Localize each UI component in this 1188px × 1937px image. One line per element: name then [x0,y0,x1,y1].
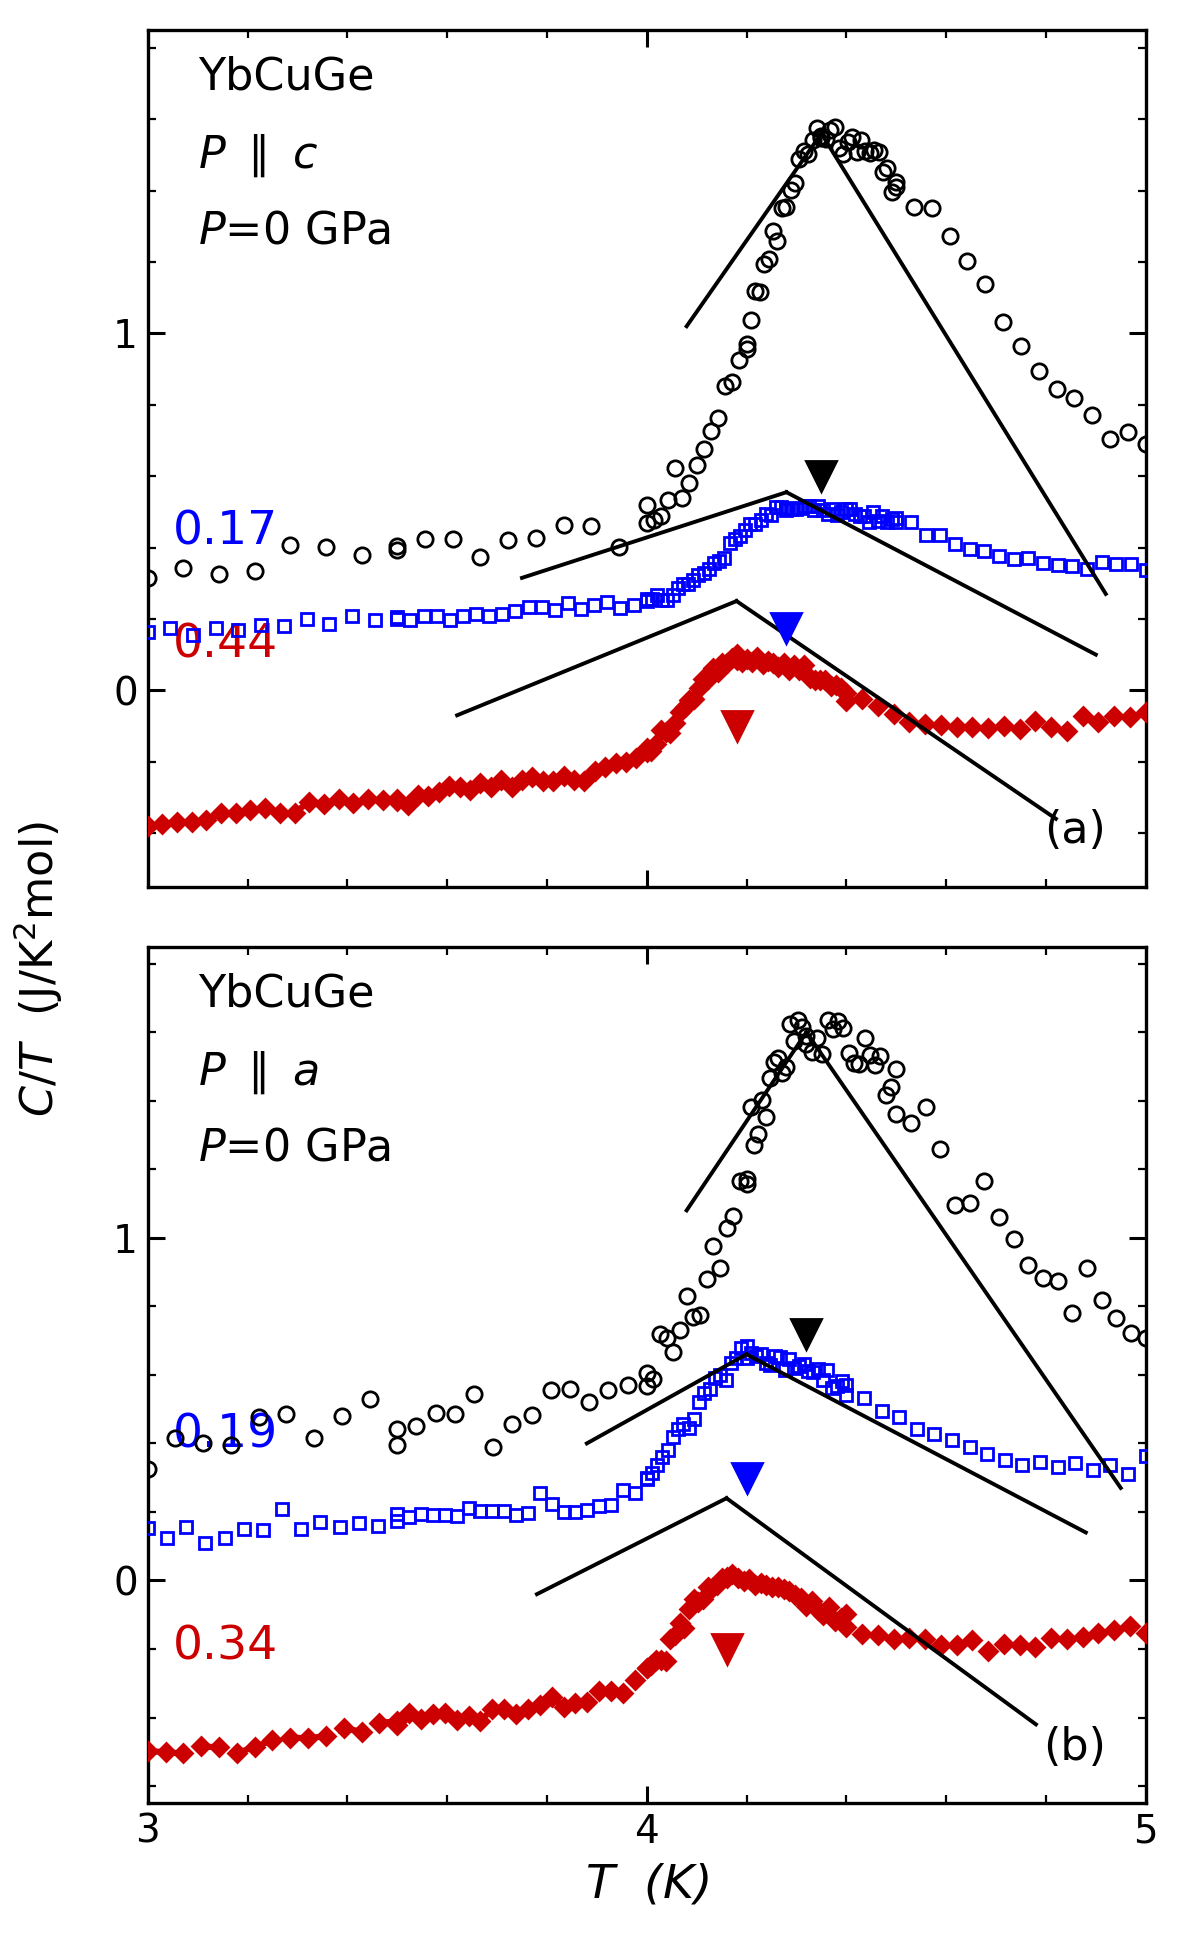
Text: $P$ $\parallel$ a: $P$ $\parallel$ a [197,1050,318,1096]
Text: 0.19: 0.19 [172,1412,278,1457]
Text: $P$=0 GPa: $P$=0 GPa [197,209,391,254]
Text: 0.34: 0.34 [172,1625,278,1670]
Text: 0.44: 0.44 [172,622,278,666]
Text: $C/T$  (J/K$^2$mol): $C/T$ (J/K$^2$mol) [12,821,65,1116]
Text: $P$=0 GPa: $P$=0 GPa [197,1127,391,1170]
Text: YbCuGe: YbCuGe [197,56,374,99]
Text: (a): (a) [1044,810,1106,852]
Text: 0.17: 0.17 [172,509,278,554]
Text: YbCuGe: YbCuGe [197,972,374,1015]
Text: $P$ $\parallel$ c: $P$ $\parallel$ c [197,134,318,180]
Text: (b): (b) [1043,1726,1106,1768]
X-axis label: $T$  (K): $T$ (K) [584,1861,709,1908]
